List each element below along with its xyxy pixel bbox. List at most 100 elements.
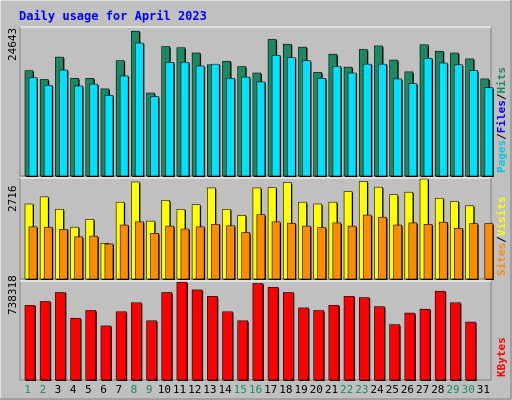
bar-sites: [286, 222, 296, 280]
x-tick-label: 7: [115, 383, 122, 396]
bar-sites: [271, 221, 281, 280]
bar-pages: [43, 85, 53, 177]
panel-kbytes: 738318 KBytes: [6, 275, 508, 381]
x-tick-label: 13: [203, 383, 216, 396]
bar-pages: [347, 72, 357, 177]
x-tick-label: 11: [173, 383, 186, 396]
bar-kbytes: [237, 320, 249, 381]
bar-kbytes: [161, 292, 173, 381]
bar-sites: [211, 224, 220, 280]
bar-kbytes: [222, 311, 233, 381]
bar-kbytes: [24, 305, 36, 381]
x-tick-label: 27: [416, 383, 429, 396]
bar-kbytes: [465, 321, 476, 381]
panel-max-value: 24643: [6, 28, 19, 61]
x-tick-label: 1: [24, 383, 31, 396]
x-tick-label: 9: [146, 383, 153, 396]
bar-pages: [438, 62, 448, 177]
bar-kbytes: [85, 310, 97, 381]
x-tick-label: 18: [279, 383, 292, 396]
bar-pages: [165, 62, 175, 177]
x-tick-label: 3: [55, 383, 62, 396]
bar-kbytes: [358, 297, 370, 381]
bar-sites: [393, 224, 402, 280]
legend-entry: /: [495, 93, 508, 100]
bar-sites: [484, 223, 494, 280]
legend-entry: /: [495, 236, 508, 243]
bar-kbytes: [450, 302, 461, 381]
chart-title: Daily usage for April 2023: [19, 9, 207, 23]
bar-sites: [165, 225, 175, 280]
x-tick-label: 28: [431, 383, 444, 396]
x-tick-label: 6: [100, 383, 107, 396]
x-tick-label: 20: [310, 383, 323, 396]
bar-kbytes: [313, 310, 324, 381]
x-tick-label: 4: [70, 383, 77, 396]
bar-sites: [302, 225, 311, 280]
bar-sites: [362, 214, 372, 280]
bar-kbytes: [207, 296, 218, 381]
bar-sites: [28, 226, 38, 280]
x-tick-label: 19: [294, 383, 307, 396]
x-tick-label: 16: [249, 383, 262, 396]
bar-pages: [378, 63, 387, 177]
bar-kbytes: [404, 312, 416, 381]
x-tick-label: 10: [158, 383, 171, 396]
bar-pages: [408, 83, 418, 177]
bar-pages: [211, 63, 220, 177]
x-tick-label: 17: [264, 383, 277, 396]
legend-entry: KBytes: [495, 337, 508, 377]
panel-visits-sites: 2716 Sites/Visits: [6, 177, 508, 280]
bar-pages: [271, 55, 281, 177]
x-tick-label: 5: [85, 383, 92, 396]
bar-sites: [454, 227, 463, 280]
bar-sites: [119, 224, 129, 280]
x-tick-label: 14: [218, 383, 232, 396]
bar-sites: [89, 235, 99, 280]
bar-pages: [104, 95, 114, 177]
bar-pages: [59, 69, 68, 177]
bar-kbytes: [419, 308, 431, 381]
bar-pages: [241, 76, 251, 177]
bar-pages: [332, 66, 342, 177]
x-tick-label: 25: [386, 383, 399, 396]
bar-kbytes: [191, 289, 203, 381]
bar-kbytes: [176, 281, 188, 381]
bar-kbytes: [298, 307, 309, 381]
x-tick-label: 24: [370, 383, 384, 396]
x-axis-day-labels: 1 2 3 4 5 6 7 8 9 10 11 12 13 14 15 16 17 18 19 20 21 22 23 24 2…: [24, 383, 490, 396]
bar-kbytes: [55, 292, 66, 381]
bar-sites: [104, 243, 114, 280]
bar-kbytes: [389, 324, 400, 381]
panel-legend: Sites/Visits: [495, 197, 508, 277]
bar-pages: [89, 83, 99, 177]
legend-entry: /: [495, 133, 508, 140]
bar-sites: [469, 223, 478, 280]
x-tick-label: 21: [325, 383, 338, 396]
legend-entry: Files: [495, 100, 508, 133]
x-tick-label: 2: [39, 383, 46, 396]
bar-sites: [59, 229, 68, 280]
legend-entry: Pages: [495, 140, 508, 173]
bar-pages: [119, 75, 129, 177]
bar-sites: [241, 232, 251, 280]
panel-max-value: 2716: [6, 186, 19, 213]
bar-sites: [226, 225, 235, 280]
bar-sites: [135, 221, 144, 280]
bar-pages: [484, 87, 494, 177]
bar-kbytes: [131, 302, 142, 381]
x-tick-label: 8: [131, 383, 138, 396]
bar-sites: [423, 224, 433, 280]
bar-pages: [150, 96, 159, 177]
bar-pages: [226, 78, 235, 177]
bar-sites: [256, 214, 266, 280]
bar-pages: [317, 78, 326, 177]
bar-kbytes: [39, 301, 51, 381]
bar-sites: [378, 216, 387, 280]
bar-kbytes: [328, 305, 340, 381]
panel-max-value: 738318: [6, 275, 19, 315]
bar-kbytes: [146, 320, 157, 381]
bar-kbytes: [100, 325, 112, 381]
bar-pages: [362, 63, 372, 177]
